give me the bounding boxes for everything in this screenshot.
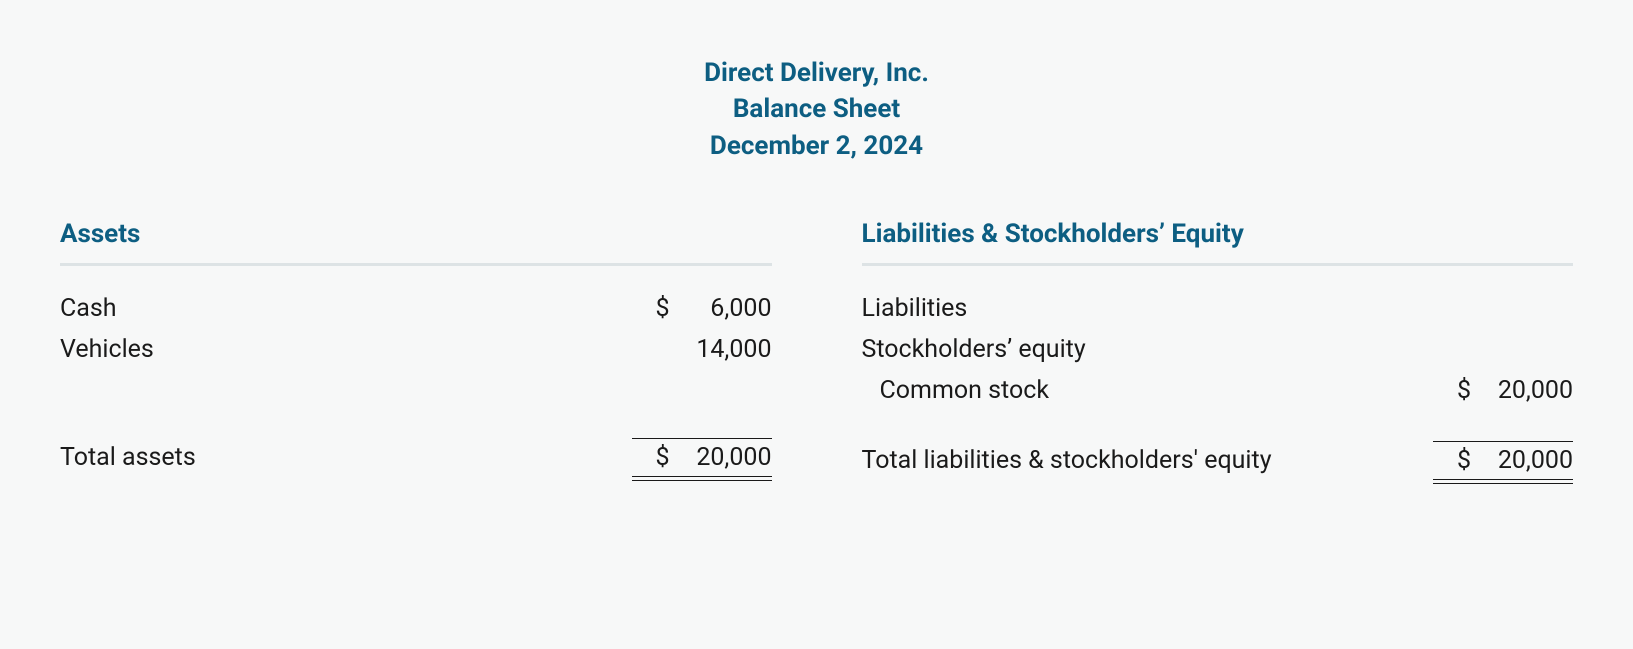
asset-label: Vehicles [60, 335, 632, 364]
row-amount: $ 20,000 [1433, 376, 1573, 405]
liab-equity-row: Liabilities [862, 294, 1574, 323]
amount-value: 20,000 [686, 443, 772, 472]
liab-equity-heading: Liabilities & Stockholders’ Equity [862, 219, 1574, 249]
row-label: Common stock [862, 376, 1434, 405]
report-header: Direct Delivery, Inc. Balance Sheet Dece… [60, 55, 1573, 164]
liab-equity-row: Stockholders’ equity [862, 335, 1574, 364]
assets-rule [60, 263, 772, 266]
assets-total-row: Total assets $ 20,000 [60, 438, 772, 472]
currency-symbol: $ [655, 443, 669, 472]
report-title: Balance Sheet [60, 91, 1573, 127]
currency-symbol: $ [1457, 446, 1471, 475]
liab-equity-total-row: Total liabilities & stockholders' equity… [862, 441, 1574, 475]
liabilities-equity-column: Liabilities & Stockholders’ Equity Liabi… [862, 219, 1574, 475]
liab-equity-rule [862, 263, 1574, 266]
liab-equity-total-amount: $ 20,000 [1433, 441, 1573, 475]
amount-value: 6,000 [686, 294, 772, 323]
assets-total-label: Total assets [60, 443, 632, 472]
amount-value: 20,000 [1487, 446, 1573, 475]
company-name: Direct Delivery, Inc. [60, 55, 1573, 91]
amount-value: 20,000 [1487, 376, 1573, 405]
report-date: December 2, 2024 [60, 128, 1573, 164]
liab-equity-row: Common stock $ 20,000 [862, 376, 1574, 405]
amount-value: 14,000 [686, 335, 772, 364]
asset-amount: $ 6,000 [632, 294, 772, 323]
row-label: Stockholders’ equity [862, 335, 1434, 364]
balance-sheet-body: Assets Cash $ 6,000 Vehicles 14,000 Tota… [60, 219, 1573, 475]
currency-symbol: $ [655, 294, 669, 323]
row-label: Liabilities [862, 294, 1434, 323]
asset-amount: 14,000 [632, 335, 772, 364]
assets-heading: Assets [60, 219, 772, 249]
spacer [862, 417, 1574, 441]
spacer [60, 376, 772, 438]
asset-label: Cash [60, 294, 632, 323]
asset-row: Vehicles 14,000 [60, 335, 772, 364]
assets-column: Assets Cash $ 6,000 Vehicles 14,000 Tota… [60, 219, 772, 475]
currency-symbol: $ [1457, 376, 1471, 405]
assets-total-amount: $ 20,000 [632, 438, 772, 472]
asset-row: Cash $ 6,000 [60, 294, 772, 323]
liab-equity-total-label: Total liabilities & stockholders' equity [862, 446, 1434, 475]
